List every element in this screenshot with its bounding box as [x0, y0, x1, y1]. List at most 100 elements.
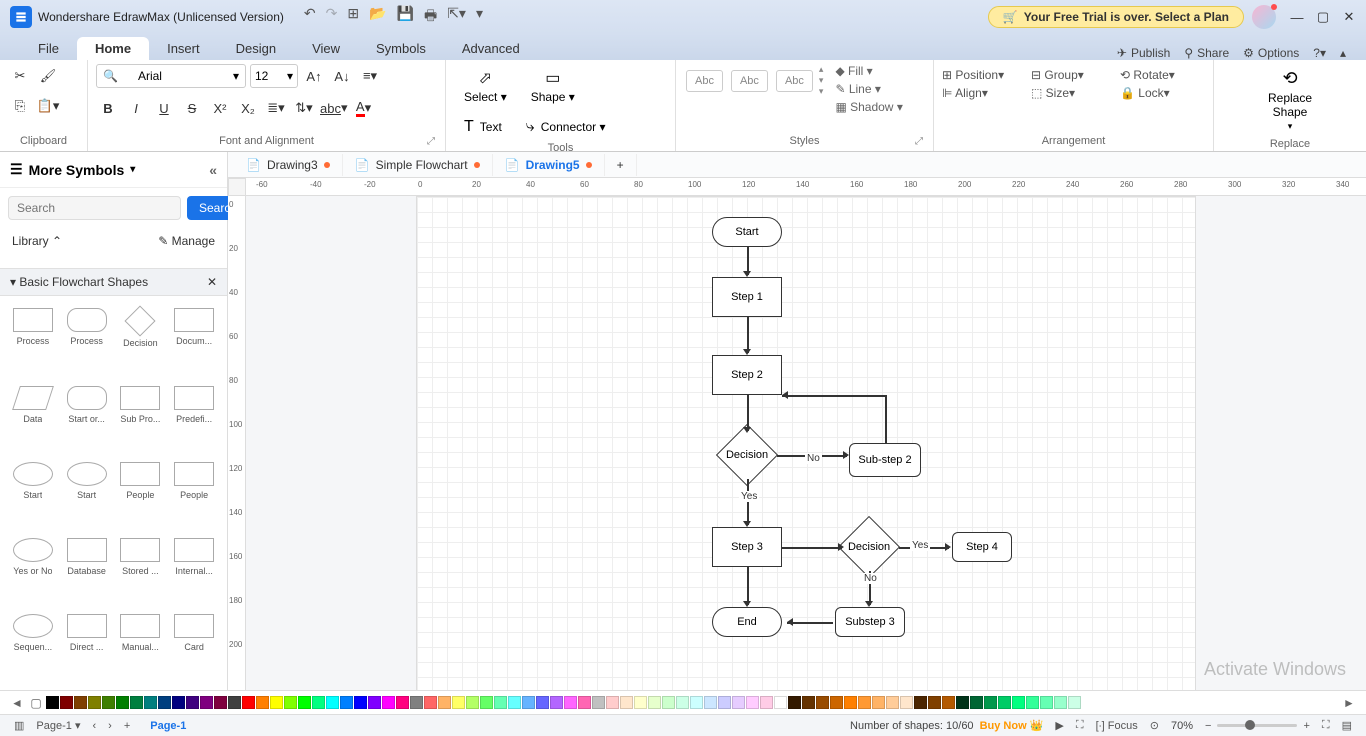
collapse-ribbon-button[interactable]: ▴ — [1340, 46, 1346, 60]
panel-button[interactable]: ▤ — [1336, 717, 1358, 734]
drawing-page[interactable]: StartStep 1Step 2DecisionSub-step 2Step … — [416, 196, 1196, 690]
color-swatch[interactable] — [1054, 696, 1067, 709]
color-swatch[interactable] — [760, 696, 773, 709]
color-swatch[interactable] — [1040, 696, 1053, 709]
bold-button[interactable]: B — [96, 96, 120, 120]
trial-banner[interactable]: 🛒 Your Free Trial is over. Select a Plan — [988, 6, 1244, 28]
color-swatch[interactable] — [886, 696, 899, 709]
minimize-button[interactable]: — — [1284, 4, 1310, 30]
library-toggle[interactable]: Library ⌃ — [12, 234, 62, 248]
color-swatch[interactable] — [438, 696, 451, 709]
color-swatch[interactable] — [522, 696, 535, 709]
shape-thumbnail[interactable]: Process — [8, 304, 58, 378]
color-swatch[interactable] — [606, 696, 619, 709]
manage-button[interactable]: ✎ Manage — [158, 234, 215, 248]
color-swatch[interactable] — [410, 696, 423, 709]
collapse-sidebar-button[interactable]: « — [209, 162, 217, 178]
shape-thumbnail[interactable]: Start or... — [62, 382, 112, 454]
color-swatch[interactable] — [172, 696, 185, 709]
color-swatch[interactable] — [830, 696, 843, 709]
color-swatch[interactable] — [354, 696, 367, 709]
menu-tab-file[interactable]: File — [20, 37, 77, 60]
select-tool[interactable]: ⬀Select ▾ — [454, 64, 517, 108]
shrink-font-button[interactable]: A↓ — [330, 64, 354, 88]
text-align-button[interactable]: ≡▾ — [358, 64, 382, 88]
group-button[interactable]: ⊟ Group▾ — [1031, 68, 1116, 82]
shape-thumbnail[interactable]: Yes or No — [8, 534, 58, 606]
color-swatch[interactable] — [802, 696, 815, 709]
shape-thumbnail[interactable]: Process — [62, 304, 112, 378]
color-swatch[interactable] — [102, 696, 115, 709]
page-nav[interactable]: Page-1 ▾ — [30, 717, 86, 734]
color-swatch[interactable] — [284, 696, 297, 709]
connector-tool[interactable]: ⤷Connector ▾ — [516, 114, 616, 140]
color-swatch[interactable] — [984, 696, 997, 709]
help-button[interactable]: ?▾ — [1313, 46, 1326, 60]
color-swatch[interactable] — [214, 696, 227, 709]
spacing-button[interactable]: ⇅▾ — [292, 96, 316, 120]
options-button[interactable]: ⚙ Options — [1243, 46, 1299, 60]
menu-tab-advanced[interactable]: Advanced — [444, 37, 538, 60]
color-swatch[interactable] — [200, 696, 213, 709]
color-swatch[interactable] — [116, 696, 129, 709]
color-swatch[interactable] — [704, 696, 717, 709]
page-tab[interactable]: Page-1 — [136, 718, 200, 734]
color-swatch[interactable] — [1012, 696, 1025, 709]
style-preset[interactable]: Abc — [776, 70, 813, 92]
menu-tab-view[interactable]: View — [294, 37, 358, 60]
color-swatch[interactable] — [746, 696, 759, 709]
print-button[interactable]: 🖶 — [424, 5, 437, 29]
style-gallery-button[interactable]: ▾ — [819, 86, 824, 97]
shape-thumbnail[interactable]: Docum... — [169, 304, 219, 378]
prev-page-button[interactable]: ‹ — [86, 718, 102, 734]
color-swatch[interactable] — [1026, 696, 1039, 709]
color-swatch[interactable] — [494, 696, 507, 709]
fullscreen-button[interactable]: ⛶ — [1316, 717, 1336, 734]
zoom-in-button[interactable]: + — [1297, 718, 1315, 734]
shape-thumbnail[interactable]: Internal... — [169, 534, 219, 606]
copy-button[interactable]: ⎘ — [8, 94, 32, 118]
color-swatch[interactable] — [620, 696, 633, 709]
menu-tab-insert[interactable]: Insert — [149, 37, 218, 60]
add-page-button[interactable]: + — [118, 718, 136, 734]
color-swatch[interactable] — [718, 696, 731, 709]
color-swatch[interactable] — [634, 696, 647, 709]
color-swatch[interactable] — [186, 696, 199, 709]
clear-format-button[interactable]: abc▾ — [320, 96, 348, 120]
color-swatch[interactable] — [732, 696, 745, 709]
color-swatch[interactable] — [774, 696, 787, 709]
shape-thumbnail[interactable]: Start — [8, 458, 58, 530]
document-tab[interactable]: 📄Simple Flowchart — [343, 154, 493, 176]
font-color-button[interactable]: A▾ — [352, 96, 376, 120]
color-swatch[interactable] — [676, 696, 689, 709]
presentation-button[interactable]: ▶ — [1049, 717, 1069, 734]
style-preset[interactable]: Abc — [686, 70, 723, 92]
flowchart-node[interactable]: Substep 3 — [835, 607, 905, 637]
style-preset[interactable]: Abc — [731, 70, 768, 92]
color-swatch[interactable] — [382, 696, 395, 709]
flowchart-node[interactable]: End — [712, 607, 782, 637]
color-swatch[interactable] — [74, 696, 87, 709]
color-swatch[interactable] — [592, 696, 605, 709]
flowchart-node[interactable]: Step 1 — [712, 277, 782, 317]
color-swatch[interactable] — [130, 696, 143, 709]
color-swatch[interactable] — [662, 696, 675, 709]
italic-button[interactable]: I — [124, 96, 148, 120]
color-swatch[interactable] — [998, 696, 1011, 709]
flowchart-node[interactable]: Start — [712, 217, 782, 247]
publish-button[interactable]: ✈ Publish — [1117, 46, 1170, 60]
color-swatch[interactable] — [788, 696, 801, 709]
shadow-button[interactable]: ▦ Shadow ▾ — [835, 100, 902, 114]
color-swatch[interactable] — [858, 696, 871, 709]
color-swatch[interactable] — [424, 696, 437, 709]
canvas[interactable]: StartStep 1Step 2DecisionSub-step 2Step … — [246, 196, 1366, 690]
color-swatch[interactable] — [242, 696, 255, 709]
style-scroll-down[interactable]: ▾ — [819, 75, 824, 86]
color-swatch[interactable] — [956, 696, 969, 709]
new-button[interactable]: ⊞ — [347, 5, 359, 29]
shape-thumbnail[interactable]: People — [116, 458, 166, 530]
flowchart-node[interactable]: Sub-step 2 — [849, 443, 921, 477]
strike-button[interactable]: S — [180, 96, 204, 120]
no-color-button[interactable]: ▢ — [27, 694, 45, 712]
color-swatch[interactable] — [942, 696, 955, 709]
